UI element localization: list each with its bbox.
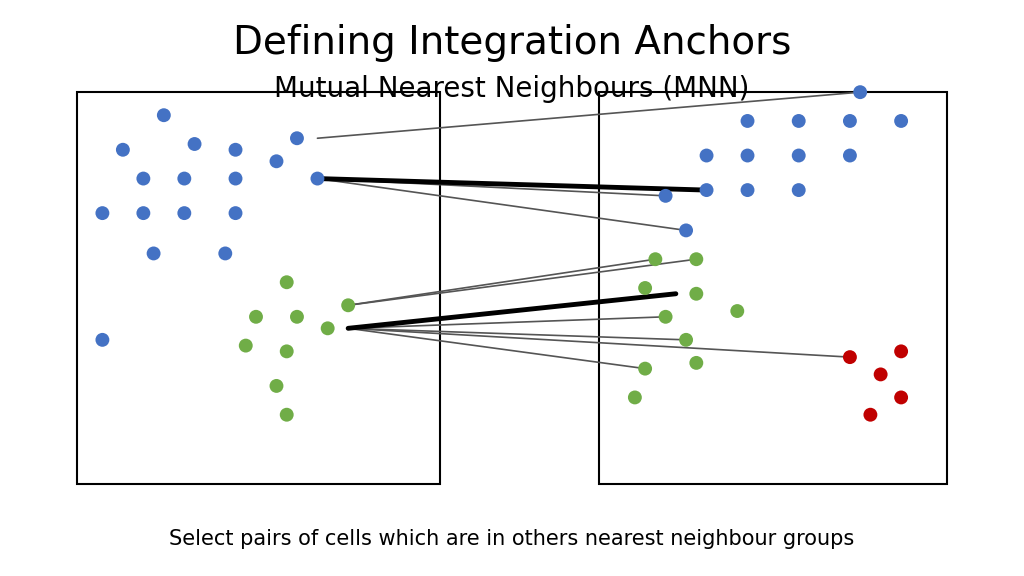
Point xyxy=(135,209,152,218)
Point xyxy=(842,151,858,160)
Point xyxy=(698,185,715,195)
Point xyxy=(627,393,643,402)
Point xyxy=(791,116,807,126)
Point xyxy=(340,301,356,310)
Point xyxy=(135,174,152,183)
Point xyxy=(319,324,336,333)
Point xyxy=(94,209,111,218)
Point xyxy=(862,410,879,419)
Point xyxy=(227,209,244,218)
Point xyxy=(893,347,909,356)
Point xyxy=(739,185,756,195)
Point xyxy=(739,151,756,160)
Bar xyxy=(599,92,947,484)
Point xyxy=(145,249,162,258)
Point xyxy=(268,157,285,166)
Point xyxy=(678,226,694,235)
Point xyxy=(657,312,674,321)
Point xyxy=(238,341,254,350)
Point xyxy=(688,358,705,367)
Point xyxy=(176,209,193,218)
Point xyxy=(852,88,868,97)
Point xyxy=(279,347,295,356)
Point xyxy=(309,174,326,183)
Point xyxy=(637,283,653,293)
Point xyxy=(688,255,705,264)
Text: Select pairs of cells which are in others nearest neighbour groups: Select pairs of cells which are in other… xyxy=(169,529,855,548)
Text: Mutual Nearest Neighbours (MNN): Mutual Nearest Neighbours (MNN) xyxy=(274,75,750,103)
Point xyxy=(893,393,909,402)
Point xyxy=(729,306,745,316)
Point xyxy=(115,145,131,154)
Point xyxy=(657,191,674,200)
Point xyxy=(872,370,889,379)
Point xyxy=(842,353,858,362)
Point xyxy=(227,145,244,154)
Point xyxy=(279,410,295,419)
Text: Defining Integration Anchors: Defining Integration Anchors xyxy=(232,24,792,62)
Point xyxy=(842,116,858,126)
Point xyxy=(248,312,264,321)
Point xyxy=(156,111,172,120)
Point xyxy=(678,335,694,344)
Point xyxy=(186,139,203,149)
Point xyxy=(217,249,233,258)
Point xyxy=(893,116,909,126)
Point xyxy=(698,151,715,160)
Point xyxy=(227,174,244,183)
Point xyxy=(739,116,756,126)
Point xyxy=(791,151,807,160)
Point xyxy=(176,174,193,183)
Point xyxy=(688,289,705,298)
Point xyxy=(289,134,305,143)
Point xyxy=(94,335,111,344)
Point xyxy=(791,185,807,195)
Point xyxy=(289,312,305,321)
Point xyxy=(637,364,653,373)
Point xyxy=(268,381,285,391)
Point xyxy=(647,255,664,264)
Bar xyxy=(77,92,440,484)
Point xyxy=(279,278,295,287)
